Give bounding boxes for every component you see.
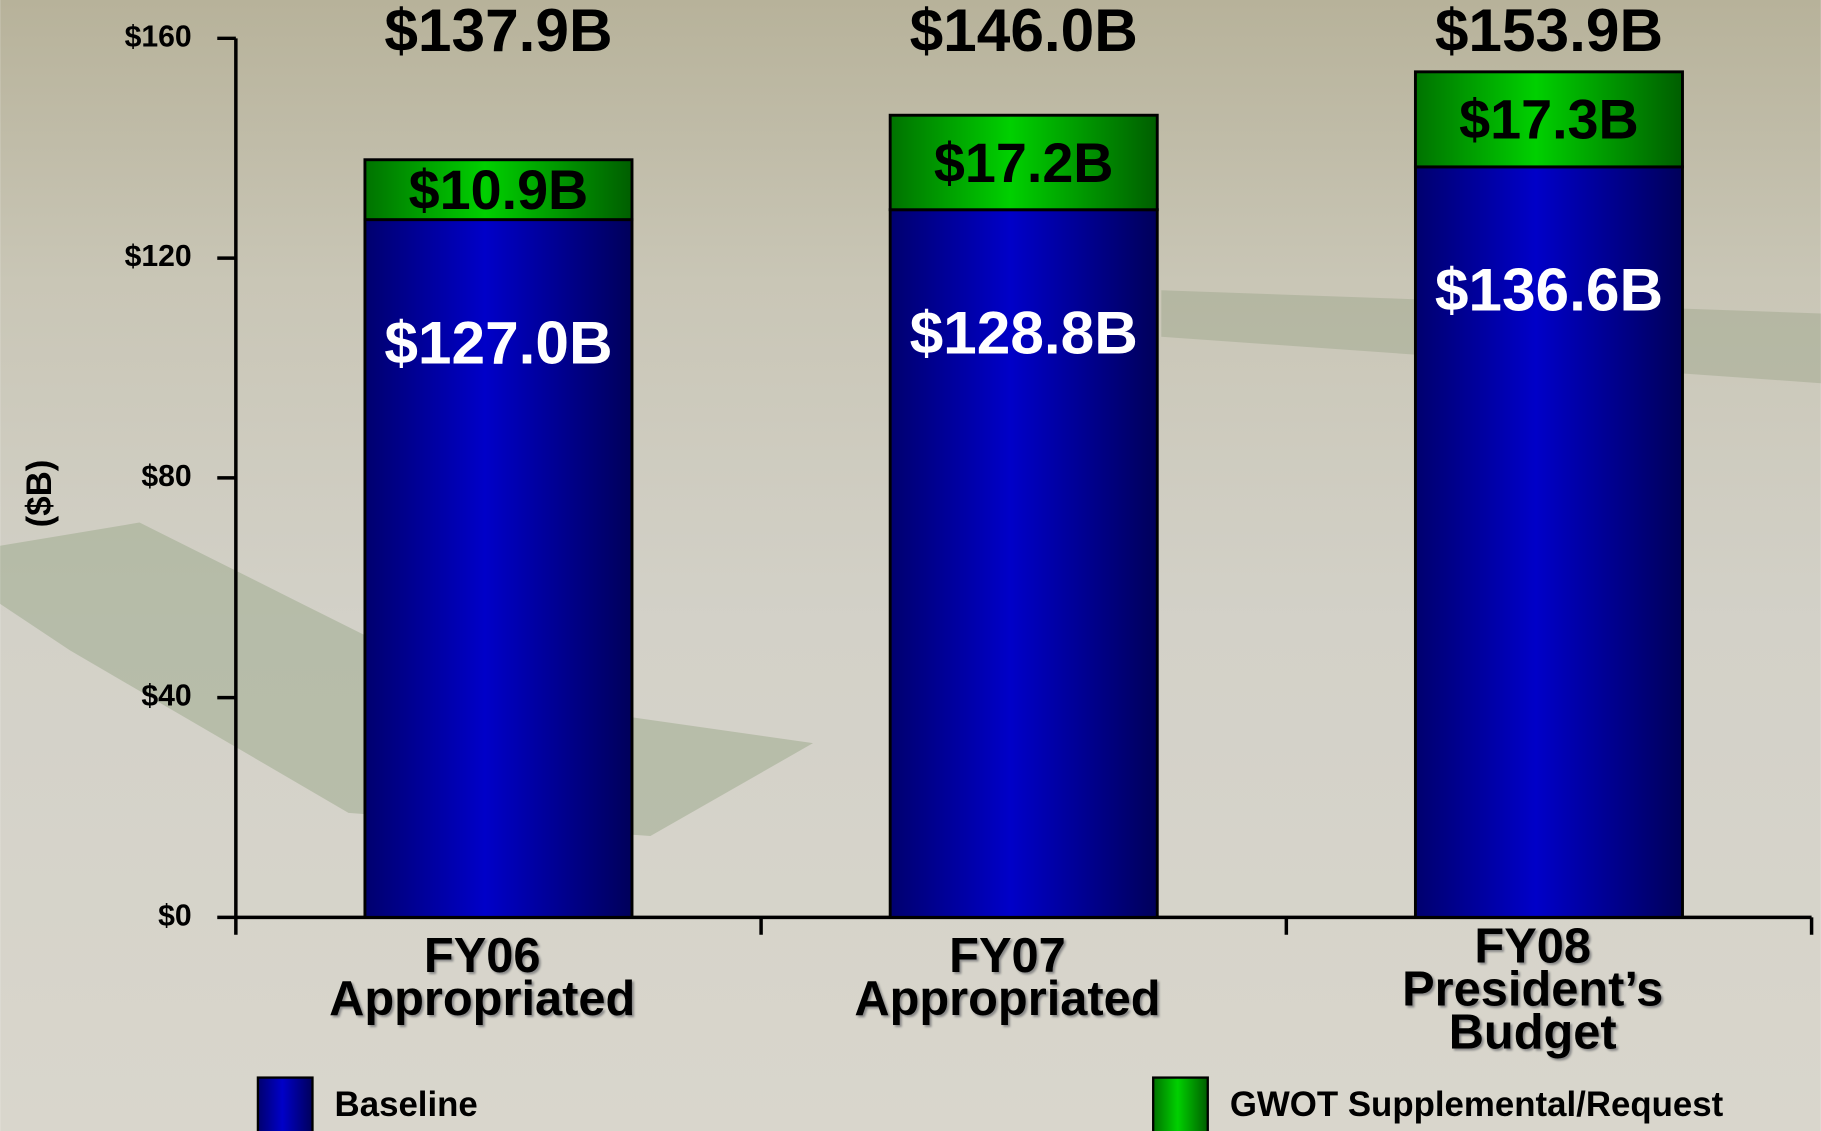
legend-label: Baseline <box>335 1085 478 1124</box>
y-tick-label: $160 <box>125 20 192 53</box>
x-tick-label: Budget <box>1449 1006 1617 1060</box>
x-tick-label: Appropriated <box>854 972 1160 1026</box>
data-label: $10.9B <box>409 159 589 221</box>
y-axis-label: ($B) <box>20 460 59 528</box>
legend-label: GWOT Supplemental/Request <box>1230 1085 1724 1124</box>
data-label: $17.2B <box>934 132 1114 194</box>
legend-swatch-shading <box>1153 1078 1208 1131</box>
total-label: $137.9B <box>384 0 612 64</box>
data-label: $128.8B <box>910 298 1138 366</box>
y-tick-label: $40 <box>141 680 191 713</box>
total-label: $146.0B <box>910 0 1138 64</box>
chart: ($B) $0 $40 $80 $120 $160 $127.0B $10.9B $137.9… <box>0 0 1821 1131</box>
total-label: $153.9B <box>1435 0 1663 64</box>
y-tick-label: $0 <box>158 899 192 932</box>
data-label: $17.3B <box>1459 89 1639 151</box>
x-tick-label: Appropriated <box>329 972 635 1026</box>
page: ($B) $0 $40 $80 $120 $160 $127.0B $10.9B $137.9… <box>0 0 1821 1131</box>
data-label: $127.0B <box>384 308 612 376</box>
data-label: $136.6B <box>1435 256 1663 324</box>
y-tick-label: $120 <box>125 240 192 273</box>
legend-swatch-shading <box>258 1078 313 1131</box>
y-tick-label: $80 <box>141 460 191 493</box>
